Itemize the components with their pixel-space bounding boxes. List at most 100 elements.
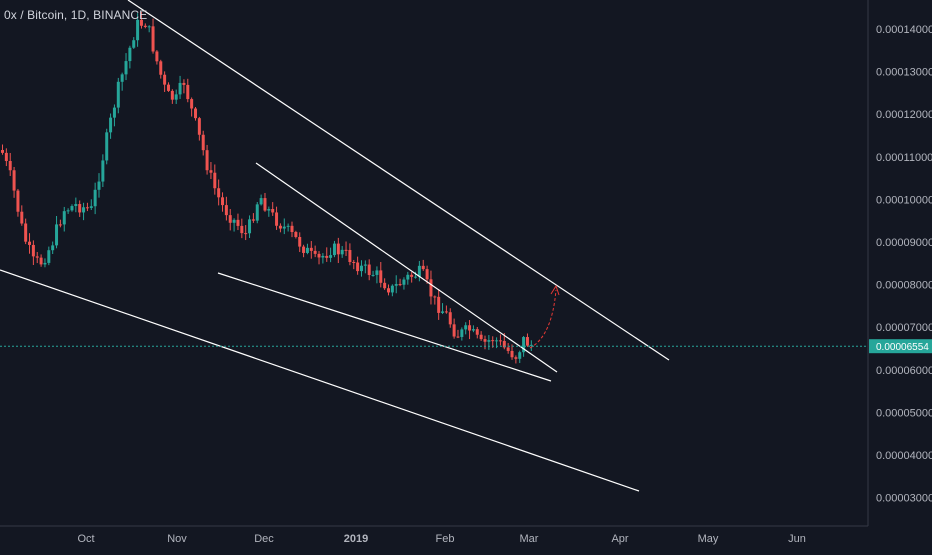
candle-body: [313, 250, 317, 254]
candle-body: [139, 19, 143, 26]
candle-body: [236, 219, 240, 226]
candle-body: [375, 270, 379, 275]
candle-body: [336, 243, 340, 255]
candle-body: [1, 150, 4, 153]
upper-trendline[interactable]: [127, 0, 670, 361]
candle-body: [201, 134, 205, 151]
candle-body: [387, 288, 390, 293]
lower-channel-trendline[interactable]: [0, 269, 640, 492]
candle-body: [402, 279, 406, 285]
candle-body: [275, 212, 279, 226]
candle-body: [414, 276, 418, 278]
candle-body: [263, 198, 267, 211]
candle-body: [529, 344, 533, 346]
candle-body: [4, 152, 8, 161]
candle-body: [452, 324, 456, 337]
candle-body: [321, 255, 325, 258]
candle-body: [332, 243, 336, 256]
candle-body: [510, 350, 514, 358]
candle-body: [155, 51, 159, 62]
candle-body: [359, 265, 363, 272]
candle-body: [475, 329, 479, 335]
candle-body: [298, 236, 302, 247]
candle-body: [487, 340, 491, 342]
candle-body: [302, 246, 306, 253]
projection-arrow[interactable]: [529, 289, 557, 349]
candle-body: [47, 250, 51, 263]
candle-body: [20, 211, 24, 224]
candle-body: [228, 215, 232, 223]
candle-body: [502, 340, 506, 348]
candlestick-series: [1, 11, 533, 364]
candle-body: [410, 274, 414, 277]
candle-body: [24, 223, 28, 242]
time-tick-label: Apr: [611, 533, 628, 545]
candle-body: [89, 206, 93, 208]
candle-body: [383, 282, 387, 289]
price-tick-label: 0.00012000: [876, 109, 932, 121]
candle-body: [190, 99, 194, 109]
time-tick-label: Feb: [436, 533, 455, 545]
candle-body: [498, 340, 502, 342]
candle-body: [217, 188, 221, 198]
candle-body: [468, 325, 472, 331]
price-axis[interactable]: [868, 0, 932, 550]
candle-body: [85, 207, 89, 209]
candle-body: [43, 262, 47, 265]
wedge-upper-trendline[interactable]: [255, 162, 558, 373]
trendline-drawings[interactable]: [0, 0, 670, 492]
candle-body: [116, 81, 120, 108]
candle-body: [35, 256, 39, 258]
candle-body: [58, 224, 62, 226]
candle-body: [74, 204, 78, 207]
candle-body: [124, 61, 128, 75]
candle-body: [112, 107, 116, 118]
price-tick-label: 0.00004000: [876, 450, 932, 462]
candle-body: [348, 250, 352, 263]
time-tick-label: 2019: [344, 533, 368, 545]
candle-body: [278, 225, 282, 229]
candle-body: [186, 84, 190, 100]
candle-body: [267, 209, 271, 211]
candle-body: [240, 225, 244, 234]
time-tick-label: Oct: [77, 533, 94, 545]
time-tick-label: Nov: [167, 533, 187, 545]
candle-body: [28, 241, 32, 245]
candle-body: [93, 189, 97, 207]
candle-body: [101, 160, 105, 182]
candle-body: [363, 264, 367, 266]
candle-body: [182, 82, 186, 85]
candle-body: [221, 197, 225, 206]
candle-body: [479, 334, 483, 340]
candle-body: [8, 160, 12, 171]
chart-title: 0x / Bitcoin, 1D, BINANCE: [4, 8, 148, 22]
candle-body: [248, 219, 252, 234]
candle-body: [159, 61, 163, 75]
candle-body: [232, 219, 236, 223]
candle-body: [356, 262, 360, 272]
candle-body: [417, 265, 421, 277]
price-tag-text: 0.00006554: [876, 342, 929, 353]
candle-body: [305, 247, 309, 253]
candle-body: [329, 255, 333, 258]
candle-body: [97, 181, 101, 190]
candle-body: [483, 339, 487, 342]
candle-body: [495, 340, 499, 342]
price-tick-label: 0.00013000: [876, 67, 932, 79]
candle-body: [70, 206, 74, 211]
candle-body: [78, 204, 82, 213]
current-price-tag: 0.00006554: [869, 339, 932, 354]
candle-body: [406, 274, 410, 280]
price-tick-label: 0.00011000: [876, 152, 932, 164]
candle-body: [244, 233, 248, 235]
candle-body: [205, 150, 209, 171]
candle-body: [128, 47, 132, 62]
projection-arrowhead: [550, 284, 560, 296]
wedge-lower-trendline[interactable]: [217, 272, 552, 382]
candle-body: [286, 225, 290, 227]
candle-body: [518, 352, 522, 359]
candle-body: [290, 225, 294, 233]
candle-body: [16, 190, 20, 212]
